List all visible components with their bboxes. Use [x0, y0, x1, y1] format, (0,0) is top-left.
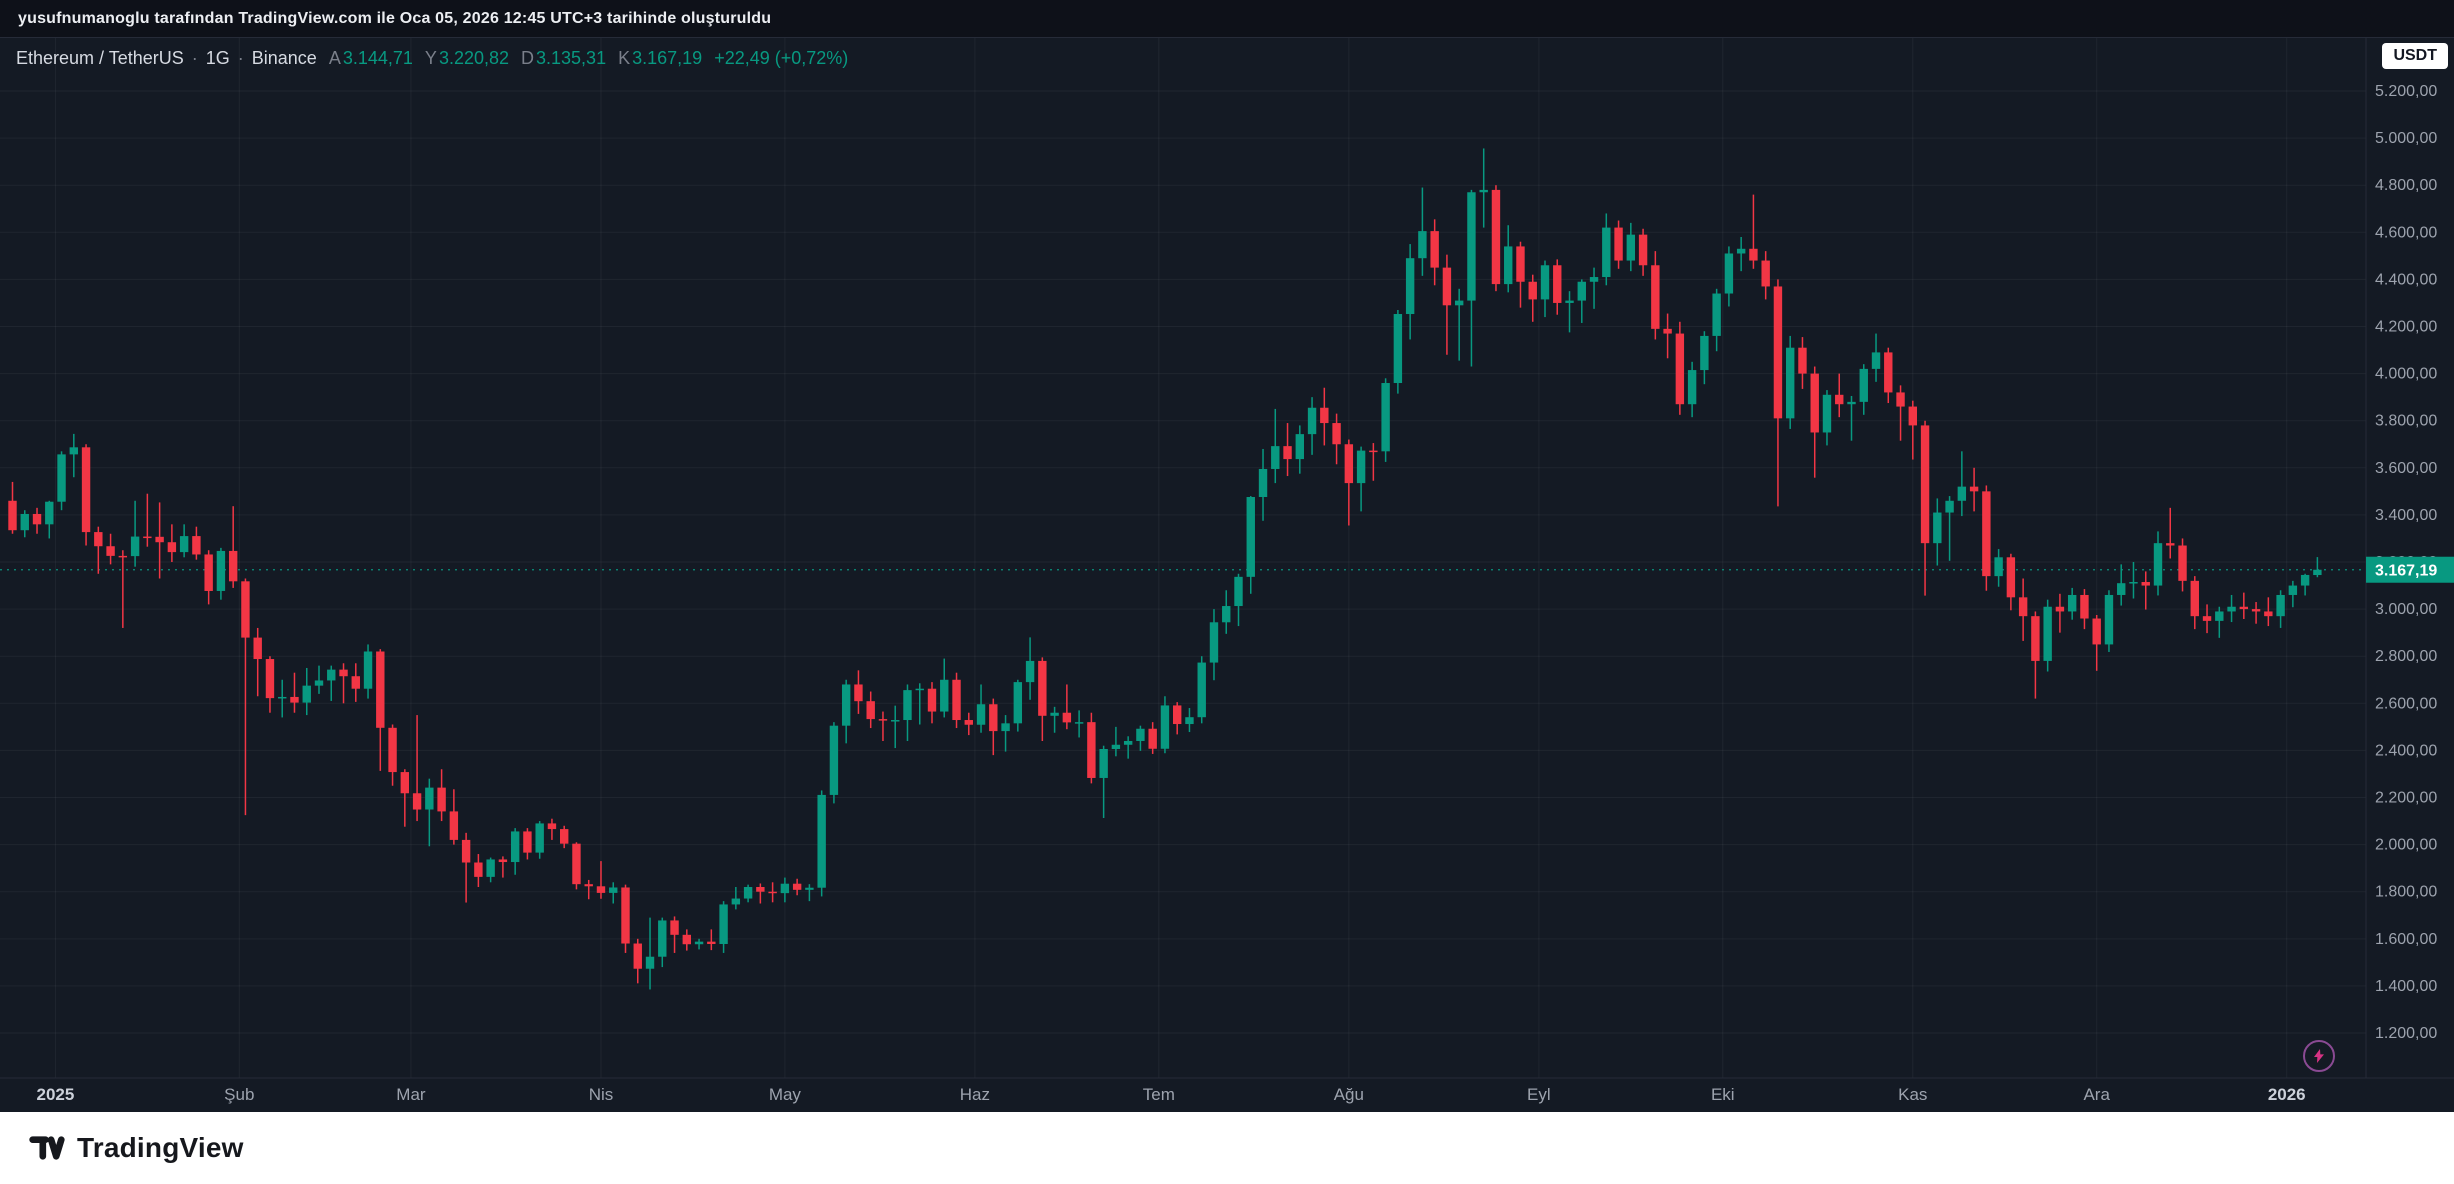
svg-text:Kas: Kas — [1898, 1085, 1927, 1104]
svg-text:3.800,00: 3.800,00 — [2375, 413, 2437, 430]
svg-text:2.600,00: 2.600,00 — [2375, 695, 2437, 712]
svg-text:4.200,00: 4.200,00 — [2375, 318, 2437, 335]
svg-text:5.000,00: 5.000,00 — [2375, 130, 2437, 147]
svg-text:3.400,00: 3.400,00 — [2375, 507, 2437, 524]
svg-text:Ağu: Ağu — [1334, 1085, 1364, 1104]
svg-text:Tem: Tem — [1143, 1085, 1175, 1104]
high-value: 3.220,82 — [438, 48, 510, 68]
last-price-label: 3.167,19 — [2366, 556, 2454, 583]
svg-text:Nis: Nis — [589, 1085, 614, 1104]
svg-text:4.800,00: 4.800,00 — [2375, 177, 2437, 194]
candles[interactable] — [8, 148, 2322, 990]
currency-button[interactable]: USDT — [2382, 43, 2448, 69]
svg-text:Ara: Ara — [2083, 1085, 2110, 1104]
svg-text:2.800,00: 2.800,00 — [2375, 648, 2437, 665]
svg-text:5.200,00: 5.200,00 — [2375, 83, 2437, 100]
svg-text:Eyl: Eyl — [1527, 1085, 1551, 1104]
attribution-text: yusufnumanoglu tarafından TradingView.co… — [18, 9, 772, 27]
legend-separator: · — [191, 48, 198, 68]
open-value: 3.144,71 — [342, 48, 413, 68]
attribution-bar: yusufnumanoglu tarafından TradingView.co… — [0, 0, 2454, 38]
close-value: 3.167,19 — [632, 48, 703, 68]
svg-text:3.000,00: 3.000,00 — [2375, 601, 2437, 618]
svg-text:Şub: Şub — [224, 1085, 254, 1104]
ohlc-low: D 3.135,31 — [521, 48, 606, 69]
change-value: +22,49 (+0,72%) — [714, 48, 849, 68]
time-axis[interactable]: 2025 Şub Mar Nis May Haz Tem Ağu Eyl Eki Kas Ara 202… — [36, 1085, 2305, 1104]
close-key: K — [618, 48, 631, 68]
svg-text:4.400,00: 4.400,00 — [2375, 271, 2437, 288]
svg-text:2.400,00: 2.400,00 — [2375, 742, 2437, 759]
tradingview-logo-icon[interactable] — [28, 1134, 65, 1162]
svg-text:May: May — [769, 1085, 802, 1104]
svg-text:3.600,00: 3.600,00 — [2375, 460, 2437, 477]
svg-text:3.167,19: 3.167,19 — [2375, 563, 2437, 580]
ohlc-close: K 3.167,19 — [618, 48, 702, 69]
high-key: Y — [424, 48, 437, 68]
low-key: D — [521, 48, 535, 68]
svg-text:4.600,00: 4.600,00 — [2375, 224, 2437, 241]
svg-text:2025: 2025 — [36, 1085, 74, 1104]
ohlc-open: A 3.144,71 — [329, 48, 413, 69]
svg-text:4.000,00: 4.000,00 — [2375, 366, 2437, 383]
tradingview-wordmark[interactable]: TradingView — [77, 1132, 244, 1163]
symbol-title[interactable]: Ethereum / TetherUS — [16, 48, 184, 68]
svg-text:1.200,00: 1.200,00 — [2375, 1025, 2437, 1042]
chart-legend: Ethereum / TetherUS · 1G · Binance A 3.1… — [16, 48, 848, 69]
svg-text:1.800,00: 1.800,00 — [2375, 884, 2437, 901]
lightning-icon — [2314, 1049, 2324, 1063]
svg-text:2.000,00: 2.000,00 — [2375, 837, 2437, 854]
svg-text:1.400,00: 1.400,00 — [2375, 978, 2437, 995]
svg-text:Eki: Eki — [1711, 1085, 1735, 1104]
chart-canvas[interactable]: 5.200,00 5.000,00 4.800,00 4.600,00 4.400,00… — [0, 38, 2454, 1112]
flash-button[interactable] — [2303, 1040, 2335, 1072]
chart-region: 5.200,00 5.000,00 4.800,00 4.600,00 4.400,00… — [0, 38, 2454, 1112]
svg-text:2026: 2026 — [2268, 1085, 2306, 1104]
exchange-label: Binance — [251, 48, 317, 68]
footer: TradingView — [0, 1112, 2454, 1184]
grid — [0, 38, 2366, 1078]
svg-text:Haz: Haz — [960, 1085, 990, 1104]
open-key: A — [328, 48, 341, 68]
low-value: 3.135,31 — [536, 48, 607, 68]
legend-separator: · — [237, 48, 244, 68]
interval-label[interactable]: 1G — [205, 48, 230, 68]
ohlc-high: Y 3.220,82 — [425, 48, 509, 69]
svg-text:2.200,00: 2.200,00 — [2375, 790, 2437, 807]
svg-text:Mar: Mar — [396, 1085, 426, 1104]
svg-text:1.600,00: 1.600,00 — [2375, 931, 2437, 948]
